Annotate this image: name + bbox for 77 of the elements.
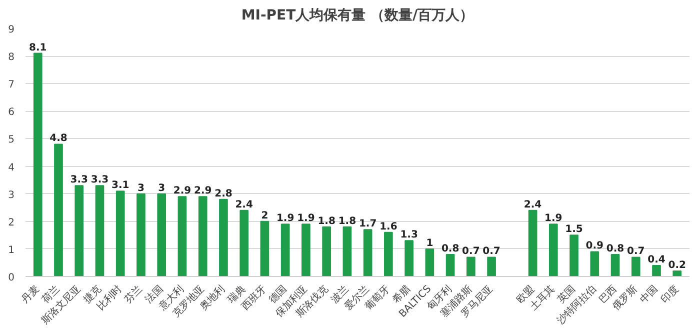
bar: [652, 264, 661, 276]
bar: [322, 226, 331, 276]
data-label: 1.8: [318, 216, 336, 227]
bar: [404, 240, 414, 276]
bar: [548, 224, 558, 276]
bar: [219, 198, 228, 276]
x-tick-label: 芬兰: [122, 282, 145, 306]
data-label: 2.9: [173, 186, 192, 197]
data-label: 1.3: [400, 230, 418, 241]
data-label: 0.8: [606, 243, 624, 254]
bar: [672, 270, 682, 276]
data-label: 3: [138, 182, 144, 194]
bar: [240, 210, 248, 276]
data-label: 3.3: [90, 174, 109, 186]
y-tick-label: 9: [8, 24, 15, 36]
x-tick-label: 印度: [658, 282, 682, 306]
bar: [198, 196, 208, 276]
y-tick-label: 1: [8, 244, 15, 256]
y-tick-label: 8: [8, 52, 15, 64]
bar: [487, 256, 496, 276]
data-label: 0.4: [648, 254, 666, 266]
y-tick-label: 2: [8, 217, 15, 228]
bar: [631, 256, 640, 276]
data-label: 0.8: [441, 243, 460, 254]
data-label: 0.7: [627, 246, 645, 258]
data-label: 0.9: [586, 240, 604, 252]
y-tick-label: 4: [8, 162, 15, 174]
bar: [466, 256, 476, 276]
bar: [33, 52, 42, 276]
data-label: 0.7: [462, 246, 480, 258]
data-label: 2.4: [235, 199, 253, 210]
x-tick-label: 中国: [638, 282, 660, 306]
data-label: 2.9: [194, 186, 212, 197]
data-label: 0.7: [482, 246, 500, 258]
bar: [280, 224, 290, 276]
bar: [74, 185, 84, 276]
bar: [157, 193, 166, 276]
data-label: 1.9: [544, 213, 562, 224]
x-tick-label: 丹麦: [19, 282, 42, 306]
y-tick-label: 3: [8, 190, 15, 201]
data-label: 4.8: [50, 133, 68, 144]
data-label: 1.7: [358, 218, 377, 230]
bar: [116, 190, 125, 276]
data-label: 8.1: [29, 42, 47, 54]
data-label: 1.9: [297, 213, 315, 224]
bar: [528, 210, 538, 276]
data-label: 1: [426, 238, 434, 249]
bar: [570, 234, 578, 276]
bar: [425, 248, 434, 276]
data-label: 0.2: [668, 260, 686, 271]
bar: [178, 196, 187, 276]
data-label: 1.5: [565, 224, 583, 236]
bar: [610, 254, 620, 276]
data-label: 3: [158, 182, 166, 194]
y-tick-label: 6: [8, 107, 15, 118]
y-tick-label: 7: [8, 80, 15, 91]
data-label: 2.8: [214, 188, 232, 200]
bar: [95, 185, 104, 276]
data-label: 1.9: [276, 213, 294, 224]
y-tick-label: 5: [8, 134, 15, 146]
bar: [384, 232, 393, 276]
chart-title: MI-PET人均保有量 （数量/百万人）: [241, 8, 474, 24]
data-label: 3.1: [112, 180, 130, 192]
data-label: 3.3: [70, 174, 88, 186]
bar: [342, 226, 352, 276]
bar: [136, 193, 146, 276]
data-label: 2: [261, 210, 268, 222]
bar: [590, 251, 600, 276]
bar: [363, 229, 372, 276]
data-label: 1.6: [380, 221, 398, 232]
bar: [54, 144, 63, 276]
y-tick-label: 0: [8, 272, 15, 284]
data-label: 2.4: [524, 199, 542, 210]
bar: [302, 224, 310, 276]
bar: [260, 220, 270, 276]
data-label: 1.8: [338, 216, 356, 227]
bar: [446, 254, 455, 276]
